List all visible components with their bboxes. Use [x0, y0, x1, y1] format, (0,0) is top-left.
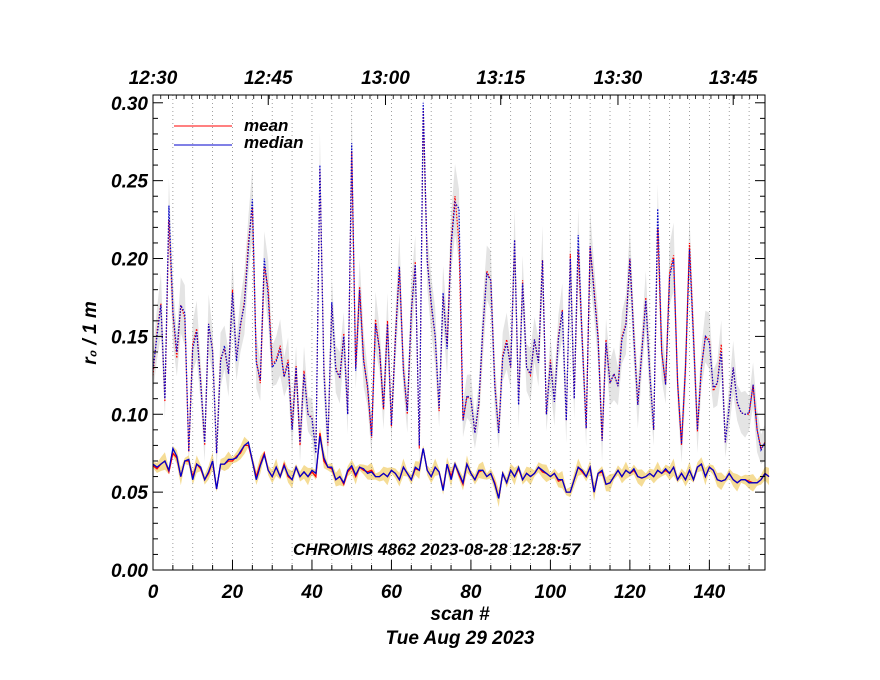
legend-mean-label: mean [244, 116, 288, 135]
median-upper-line [152, 102, 766, 454]
x-tick-label: 140 [694, 582, 726, 603]
x-tick-label: 100 [535, 582, 567, 603]
plot-frame [152, 94, 766, 571]
top-tick-label: 13:45 [709, 68, 758, 89]
top-tick-label: 13:15 [476, 68, 525, 89]
x-tick-label: 0 [148, 582, 159, 603]
top-tick-label: 13:30 [594, 68, 643, 89]
chart-annotation: CHROMIS 4862 2023-08-28 12:28:57 [293, 540, 582, 559]
x-tick-label: 80 [460, 582, 482, 603]
y-tick-label: 0.30 [111, 94, 148, 115]
legend-median-label: median [244, 133, 304, 152]
x-axis-title: scan # [430, 604, 490, 625]
top-tick-label: 12:30 [129, 68, 178, 89]
lower-spread-band [153, 427, 769, 508]
legend: mean median [174, 116, 304, 152]
top-tick-label: 13:00 [361, 68, 410, 89]
axis-ticks: 0 20 40 60 80 100 120 140 0.00 0.05 0.10 0.15 0.20 0.… [111, 68, 765, 603]
x-tick-label: 120 [614, 582, 646, 603]
y-tick-label: 0.05 [111, 483, 148, 504]
y-tick-label: 0.15 [111, 327, 148, 348]
x-tick-label: 60 [381, 582, 403, 603]
y-tick-label: 0.20 [111, 250, 148, 271]
y-tick-label: 0.00 [111, 561, 148, 582]
median-lower-line [152, 435, 770, 499]
date-label: Tue Aug 29 2023 [386, 628, 535, 649]
y-axis-title: r₀ / 1 m [80, 301, 101, 365]
x-tick-label: 40 [300, 582, 323, 603]
series-lines [152, 102, 770, 499]
y-tick-label: 0.10 [111, 405, 148, 426]
x-tick-label: 20 [221, 582, 244, 603]
y-tick-label: 0.25 [111, 172, 148, 193]
top-tick-label: 12:45 [244, 68, 293, 89]
